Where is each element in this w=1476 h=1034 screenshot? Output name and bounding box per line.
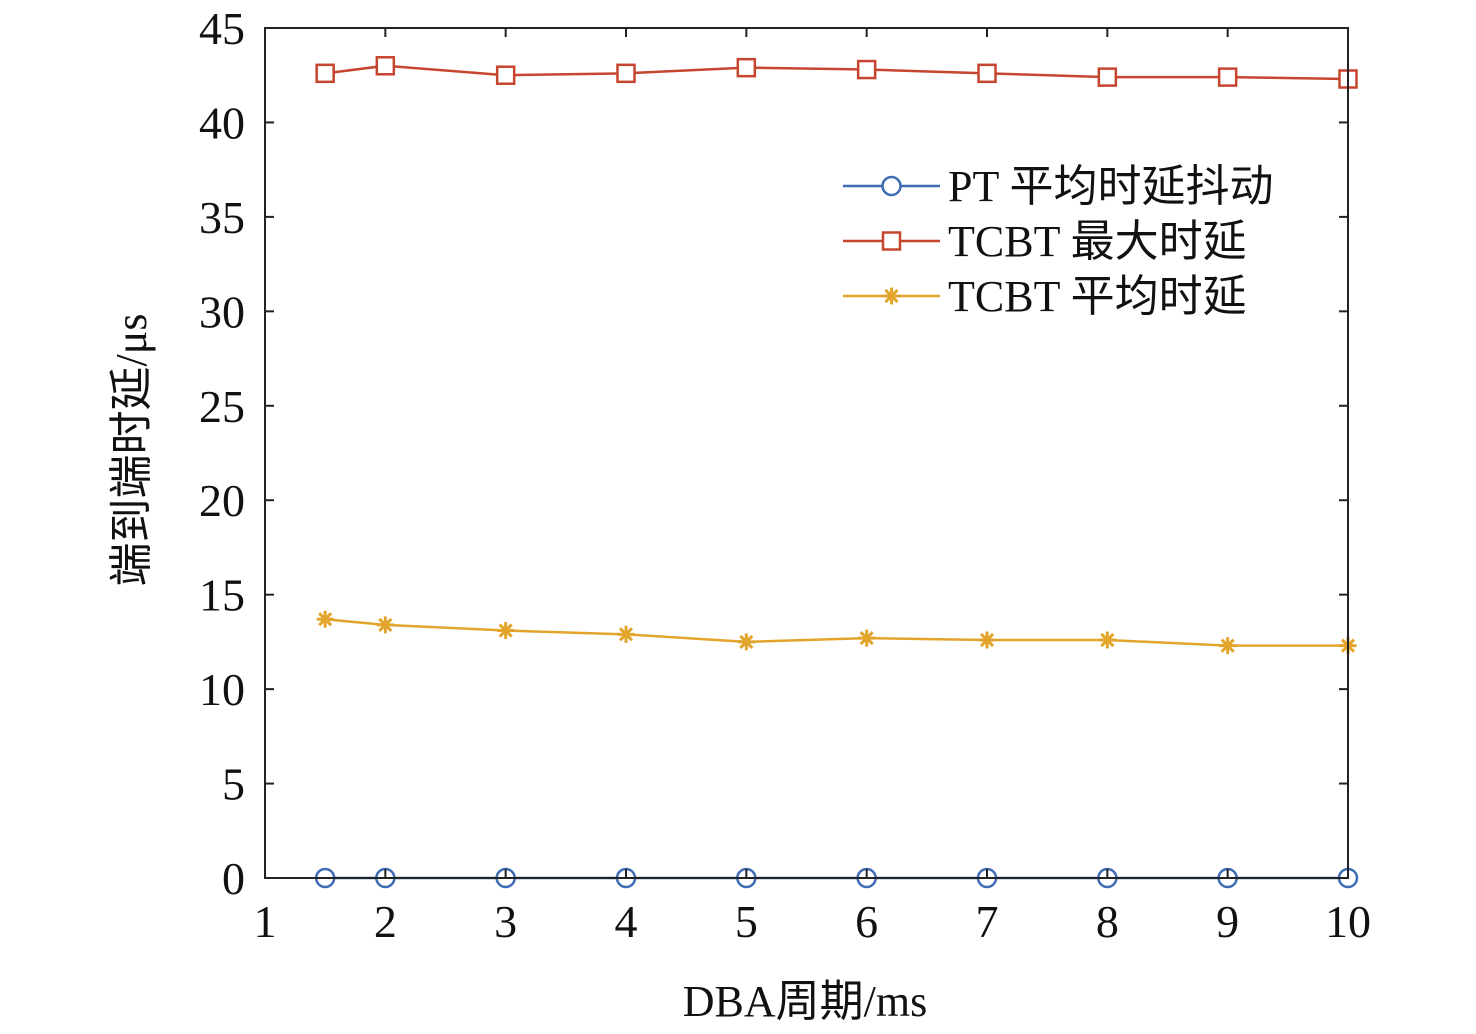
x-tick-label: 1 bbox=[254, 896, 277, 947]
data-point bbox=[737, 633, 755, 651]
plot-frame bbox=[264, 27, 1349, 879]
x-tick-label: 7 bbox=[976, 896, 999, 947]
y-tick-label: 5 bbox=[222, 759, 245, 810]
x-axis-title: DBA周期/ms bbox=[683, 977, 927, 1026]
series-2 bbox=[315, 56, 1358, 89]
data-point bbox=[616, 63, 636, 84]
y-tick-label: 45 bbox=[199, 3, 245, 54]
x-tick-label: 5 bbox=[735, 896, 758, 947]
asterisk-stroke bbox=[859, 631, 874, 646]
asterisk-stroke bbox=[884, 288, 899, 304]
y-tick-label: 0 bbox=[222, 853, 245, 904]
y-tick-label: 35 bbox=[199, 192, 245, 243]
x-tick-label: 9 bbox=[1216, 896, 1239, 947]
asterisk-stroke bbox=[378, 617, 393, 632]
legend-item-3: TCBT 平均时延 bbox=[843, 272, 1247, 321]
legend-item-1: PT 平均时延抖动 bbox=[843, 162, 1274, 211]
legend-label: TCBT 平均时延 bbox=[948, 272, 1247, 321]
asterisk-stroke bbox=[498, 623, 513, 638]
asterisk-stroke bbox=[318, 612, 333, 627]
asterisk-stroke bbox=[739, 634, 754, 649]
data-point bbox=[1217, 67, 1238, 87]
data-point bbox=[376, 616, 394, 634]
data-point bbox=[1097, 67, 1118, 87]
x-tick-label: 3 bbox=[494, 896, 517, 947]
y-tick-label: 40 bbox=[199, 97, 245, 148]
data-point bbox=[856, 59, 877, 80]
data-point bbox=[495, 65, 516, 85]
legend-item-2: TCBT 最大时延 bbox=[843, 217, 1247, 266]
x-tick-label: 10 bbox=[1325, 896, 1371, 947]
legend-marker bbox=[881, 175, 902, 197]
x-tick-label: 8 bbox=[1096, 896, 1119, 947]
series-line bbox=[325, 617, 1348, 647]
series-line bbox=[325, 64, 1349, 81]
x-tick-label: 6 bbox=[855, 896, 878, 947]
legend-label: TCBT 最大时延 bbox=[948, 217, 1247, 266]
data-point bbox=[316, 610, 334, 628]
y-tick-label: 20 bbox=[199, 475, 245, 526]
legend-marker bbox=[881, 231, 902, 251]
x-tick-label: 2 bbox=[374, 896, 397, 947]
data-point bbox=[1219, 637, 1237, 655]
asterisk-stroke bbox=[1220, 638, 1235, 653]
y-tick-label: 15 bbox=[199, 570, 245, 621]
data-point bbox=[978, 631, 996, 649]
data-point bbox=[315, 63, 335, 84]
y-tick-label: 10 bbox=[199, 664, 245, 715]
series-3 bbox=[316, 610, 1357, 655]
y-tick-label: 30 bbox=[199, 286, 245, 337]
data-point bbox=[497, 622, 515, 640]
asterisk-stroke bbox=[979, 632, 995, 648]
x-tick-label: 4 bbox=[615, 896, 638, 947]
y-tick-label: 25 bbox=[199, 381, 245, 432]
data-point bbox=[1098, 631, 1116, 649]
legend: PT 平均时延抖动 TCBT 最大时延 TCBT 平均时延 bbox=[843, 162, 1274, 321]
data-point bbox=[736, 57, 757, 78]
data-point bbox=[617, 625, 635, 643]
data-point bbox=[375, 56, 396, 76]
data-point bbox=[858, 629, 876, 647]
data-point bbox=[977, 63, 997, 84]
asterisk-stroke bbox=[618, 627, 634, 642]
y-axis-title: 端到端时延/μs bbox=[107, 314, 156, 587]
asterisk-stroke bbox=[1100, 632, 1115, 648]
legend-label: PT 平均时延抖动 bbox=[948, 162, 1274, 211]
legend-marker bbox=[883, 287, 900, 305]
